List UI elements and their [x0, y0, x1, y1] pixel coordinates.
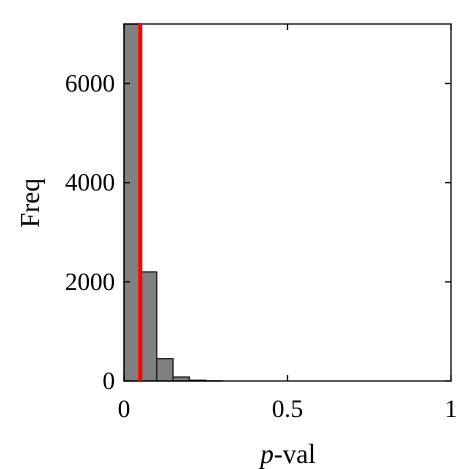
histogram-bar-0 — [123, 23, 142, 382]
x-tick-label-1: 0.5 — [272, 396, 303, 423]
x-axis-label: p-val — [258, 439, 315, 469]
y-tick-label-0: 0 — [103, 368, 116, 395]
axis-ticks — [123, 24, 452, 382]
histogram-bar-1 — [139, 271, 158, 382]
y-tick-label-2: 4000 — [65, 170, 115, 197]
y-tick-label-1: 2000 — [65, 269, 115, 296]
x-tick-labels: 0 0.5 1 — [118, 396, 458, 423]
x-axis-label-rest: -val — [274, 439, 316, 469]
x-axis-label-italic: p — [258, 439, 274, 469]
x-tick-label-0: 0 — [118, 396, 131, 423]
axes-box — [123, 23, 452, 382]
x-tick-label-2: 1 — [445, 396, 458, 423]
y-tick-label-3: 6000 — [65, 71, 115, 98]
y-axis-label: Freq — [15, 178, 45, 228]
y-tick-labels: 0 2000 4000 6000 — [65, 71, 115, 396]
histogram-bar-2 — [156, 358, 174, 382]
